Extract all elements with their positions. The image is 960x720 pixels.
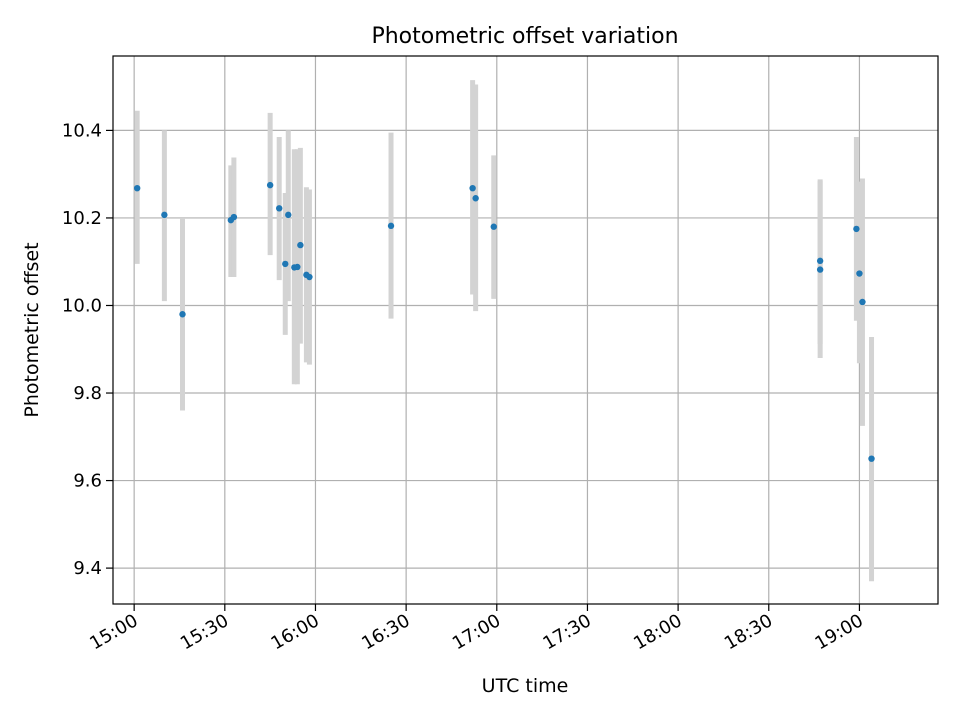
data-point	[469, 184, 476, 192]
y-axis-ticks: 9.4 9.6 9.8 10.0 10.2 10.4	[62, 120, 113, 579]
data-point	[133, 184, 141, 192]
data-point	[490, 223, 497, 230]
data-point	[853, 225, 860, 233]
data-point	[285, 211, 292, 219]
y-tick-label: 10.0	[62, 295, 102, 316]
data-point	[282, 260, 289, 268]
data-point	[868, 455, 875, 462]
data-point	[294, 263, 301, 271]
data-point	[859, 298, 866, 306]
x-axis-label: UTC time	[482, 675, 569, 697]
chart-title: Photometric offset variation	[371, 24, 678, 49]
data-point	[306, 273, 313, 281]
y-tick-label: 9.4	[73, 558, 102, 579]
grid	[113, 56, 938, 604]
data-points	[133, 181, 875, 462]
y-tick-label: 9.8	[73, 383, 102, 404]
data-point	[297, 241, 304, 249]
data-point	[472, 195, 479, 202]
plot-frame	[112, 55, 939, 605]
data-point	[816, 266, 824, 273]
data-point	[816, 257, 824, 265]
y-tick-label: 10.4	[62, 120, 102, 141]
y-axis-label: Photometric offset	[21, 242, 43, 417]
data-point	[161, 211, 168, 219]
data-point	[856, 270, 863, 277]
data-point	[266, 181, 274, 189]
data-point	[230, 213, 238, 221]
data-point	[387, 222, 395, 230]
y-tick-label: 9.6	[73, 471, 102, 492]
y-tick-label: 10.2	[62, 208, 102, 229]
data-point	[276, 205, 283, 212]
data-point	[179, 311, 186, 318]
